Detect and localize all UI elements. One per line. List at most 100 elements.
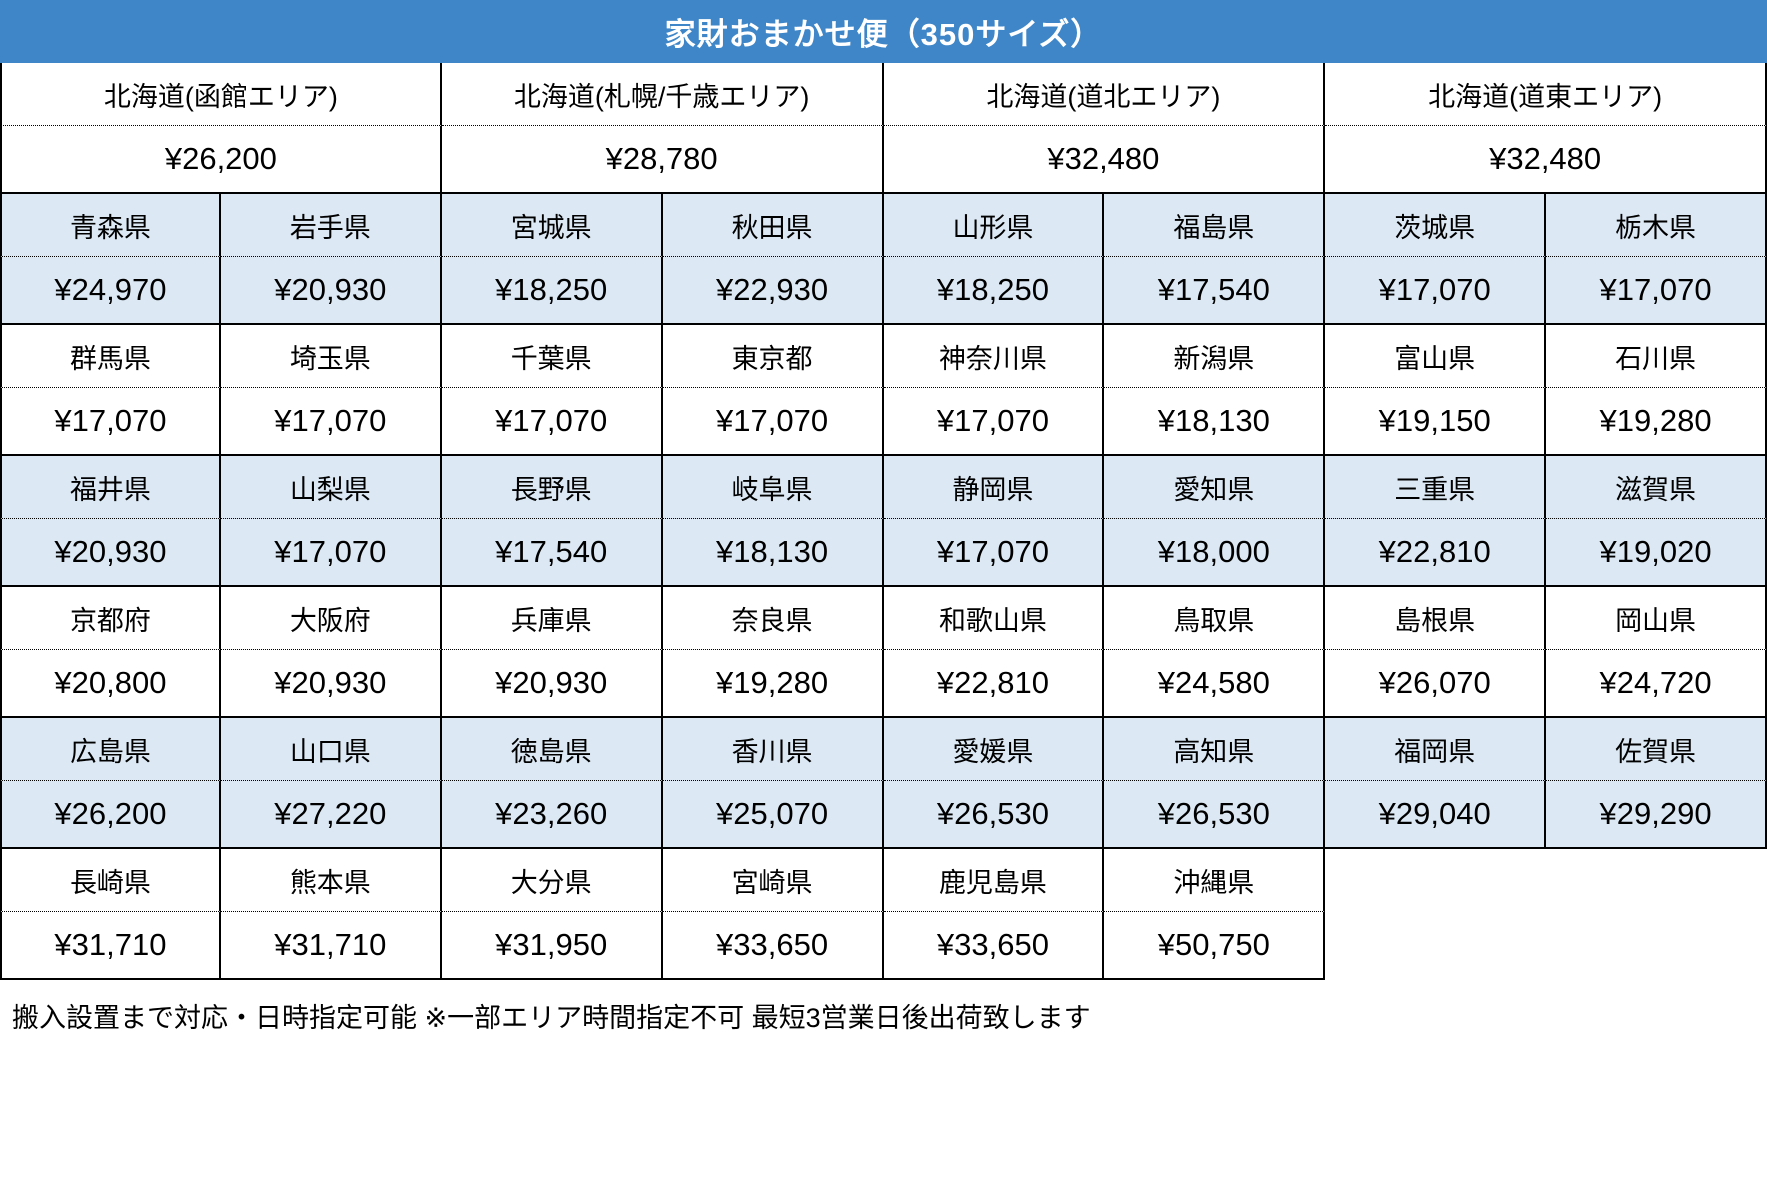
prefecture-cell: 埼玉県 [220, 325, 442, 388]
price-cell: ¥17,070 [883, 388, 1105, 456]
prefecture-cell: 長崎県 [0, 849, 221, 912]
price-cell: ¥22,810 [1325, 519, 1547, 587]
prefecture-name-row: 京都府 大阪府 兵庫県 奈良県 和歌山県 鳥取県 島根県 岡山県 [0, 587, 1767, 650]
price-cell: ¥17,070 [1325, 257, 1547, 325]
prefecture-cell: 秋田県 [662, 194, 884, 257]
price-cell: ¥29,290 [1546, 781, 1767, 849]
price-cell: ¥31,950 [441, 912, 663, 980]
price-cell: ¥19,150 [1325, 388, 1547, 456]
area-cell: 北海道(道東エリア) [1325, 63, 1767, 126]
price-cell: ¥18,000 [1104, 519, 1326, 587]
price-cell: ¥17,070 [662, 388, 884, 456]
prefecture-cell: 青森県 [0, 194, 221, 257]
prefecture-cell: 大阪府 [220, 587, 442, 650]
price-cell: ¥18,250 [441, 257, 663, 325]
prefecture-cell: 熊本県 [220, 849, 442, 912]
prefecture-cell: 宮崎県 [662, 849, 884, 912]
prefecture-cell: 静岡県 [883, 456, 1105, 519]
price-cell: ¥50,750 [1104, 912, 1326, 980]
prefecture-price-row: ¥24,970 ¥20,930 ¥18,250 ¥22,930 ¥18,250 ¥17,5… [0, 257, 1767, 325]
void-cell [1325, 849, 1547, 912]
price-cell: ¥18,130 [1104, 388, 1326, 456]
prefecture-price-row: ¥17,070 ¥17,070 ¥17,070 ¥17,070 ¥17,070 ¥18,1… [0, 388, 1767, 456]
area-price-cell: ¥32,480 [1325, 126, 1767, 194]
prefecture-cell: 滋賀県 [1546, 456, 1767, 519]
price-cell: ¥20,800 [0, 650, 221, 718]
prefecture-cell: 鹿児島県 [883, 849, 1105, 912]
prefecture-cell: 広島県 [0, 718, 221, 781]
price-cell: ¥25,070 [662, 781, 884, 849]
area-price-cell: ¥26,200 [0, 126, 442, 194]
prefecture-cell: 山口県 [220, 718, 442, 781]
prefecture-cell: 山形県 [883, 194, 1105, 257]
prefecture-cell: 岩手県 [220, 194, 442, 257]
prefecture-cell: 愛媛県 [883, 718, 1105, 781]
prefecture-cell: 三重県 [1325, 456, 1547, 519]
prefecture-cell: 徳島県 [441, 718, 663, 781]
prefecture-cell: 奈良県 [662, 587, 884, 650]
area-cell: 北海道(道北エリア) [883, 63, 1326, 126]
price-cell: ¥19,280 [662, 650, 884, 718]
prefecture-cell: 東京都 [662, 325, 884, 388]
void-cell [1546, 912, 1767, 980]
hokkaido-price-row: ¥26,200 ¥28,780 ¥32,480 ¥32,480 [0, 126, 1767, 194]
prefecture-name-row: 広島県 山口県 徳島県 香川県 愛媛県 高知県 福岡県 佐賀県 [0, 718, 1767, 781]
page-title: 家財おまかせ便（350サイズ） [0, 0, 1767, 63]
price-cell: ¥24,580 [1104, 650, 1326, 718]
prefecture-cell: 茨城県 [1325, 194, 1547, 257]
price-cell: ¥18,250 [883, 257, 1105, 325]
price-cell: ¥20,930 [220, 257, 442, 325]
price-cell: ¥19,020 [1546, 519, 1767, 587]
prefecture-cell: 愛知県 [1104, 456, 1326, 519]
price-cell: ¥18,130 [662, 519, 884, 587]
price-table: 北海道(函館エリア) 北海道(札幌/千歳エリア) 北海道(道北エリア) 北海道(道東エ… [0, 63, 1767, 980]
prefecture-cell: 香川県 [662, 718, 884, 781]
prefecture-cell: 京都府 [0, 587, 221, 650]
price-cell: ¥24,970 [0, 257, 221, 325]
prefecture-cell: 富山県 [1325, 325, 1547, 388]
price-cell: ¥20,930 [220, 650, 442, 718]
price-table-body: 北海道(函館エリア) 北海道(札幌/千歳エリア) 北海道(道北エリア) 北海道(道東エ… [0, 63, 1767, 980]
price-cell: ¥31,710 [0, 912, 221, 980]
price-cell: ¥26,070 [1325, 650, 1547, 718]
prefecture-price-row: ¥31,710 ¥31,710 ¥31,950 ¥33,650 ¥33,650 ¥50,7… [0, 912, 1767, 980]
prefecture-cell: 岐阜県 [662, 456, 884, 519]
prefecture-name-row: 長崎県 熊本県 大分県 宮崎県 鹿児島県 沖縄県 [0, 849, 1767, 912]
prefecture-cell: 高知県 [1104, 718, 1326, 781]
prefecture-cell: 島根県 [1325, 587, 1547, 650]
price-cell: ¥17,070 [0, 388, 221, 456]
footer-note: 搬入設置まで対応・日時指定可能 ※一部エリア時間指定不可 最短3営業日後出荷致し… [12, 1003, 1091, 1033]
price-cell: ¥31,710 [220, 912, 442, 980]
prefecture-name-row: 群馬県 埼玉県 千葉県 東京都 神奈川県 新潟県 富山県 石川県 [0, 325, 1767, 388]
price-cell: ¥17,540 [1104, 257, 1326, 325]
prefecture-cell: 和歌山県 [883, 587, 1105, 650]
price-cell: ¥17,070 [441, 388, 663, 456]
area-cell: 北海道(札幌/千歳エリア) [441, 63, 884, 126]
prefecture-cell: 群馬県 [0, 325, 221, 388]
prefecture-cell: 千葉県 [441, 325, 663, 388]
prefecture-name-row: 青森県 岩手県 宮城県 秋田県 山形県 福島県 茨城県 栃木県 [0, 194, 1767, 257]
price-cell: ¥26,530 [883, 781, 1105, 849]
prefecture-cell: 長野県 [441, 456, 663, 519]
price-cell: ¥20,930 [441, 650, 663, 718]
price-cell: ¥22,930 [662, 257, 884, 325]
prefecture-cell: 山梨県 [220, 456, 442, 519]
prefecture-cell: 神奈川県 [883, 325, 1105, 388]
prefecture-cell: 石川県 [1546, 325, 1767, 388]
price-cell: ¥27,220 [220, 781, 442, 849]
area-price-cell: ¥32,480 [883, 126, 1326, 194]
hokkaido-area-row: 北海道(函館エリア) 北海道(札幌/千歳エリア) 北海道(道北エリア) 北海道(道東エ… [0, 63, 1767, 126]
void-cell [1325, 912, 1547, 980]
price-cell: ¥17,540 [441, 519, 663, 587]
price-cell: ¥33,650 [883, 912, 1105, 980]
prefecture-cell: 福島県 [1104, 194, 1326, 257]
prefecture-cell: 佐賀県 [1546, 718, 1767, 781]
prefecture-cell: 沖縄県 [1104, 849, 1326, 912]
prefecture-cell: 兵庫県 [441, 587, 663, 650]
price-cell: ¥19,280 [1546, 388, 1767, 456]
area-cell: 北海道(函館エリア) [0, 63, 442, 126]
price-cell: ¥23,260 [441, 781, 663, 849]
price-cell: ¥22,810 [883, 650, 1105, 718]
prefecture-name-row: 福井県 山梨県 長野県 岐阜県 静岡県 愛知県 三重県 滋賀県 [0, 456, 1767, 519]
